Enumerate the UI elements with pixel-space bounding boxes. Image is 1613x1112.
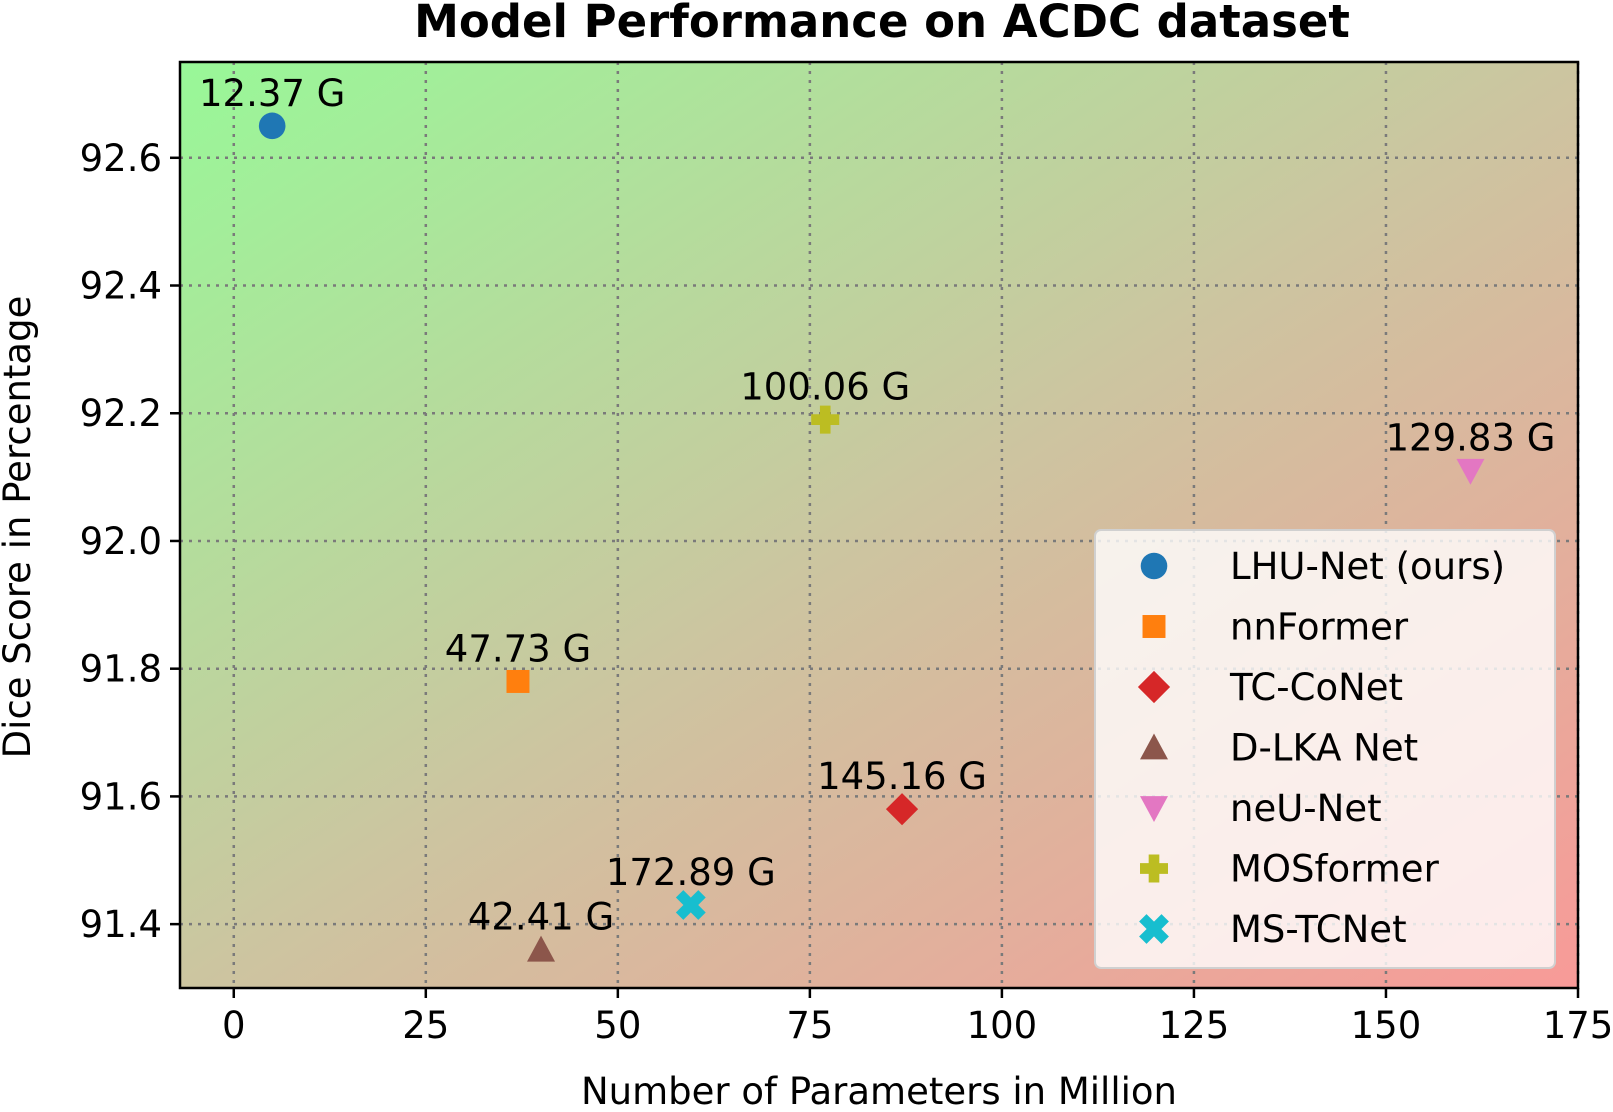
y-axis-label: Dice Score in Percentage xyxy=(0,296,39,759)
point-lhu-net-ours xyxy=(258,112,286,140)
legend-label-mosformer: MOSformer xyxy=(1230,848,1440,891)
legend-label-neu-net: neU-Net xyxy=(1230,787,1382,830)
point-label-d-lka-net: 42.41 G xyxy=(468,896,614,939)
point-tc-conet xyxy=(885,793,919,826)
legend-label-lhu-net-ours: LHU-Net (ours) xyxy=(1230,545,1505,588)
point-neu-net xyxy=(1456,458,1485,485)
x-tick-label: 0 xyxy=(222,1004,246,1047)
point-label-nnformer: 47.73 G xyxy=(445,627,591,670)
legend-label-ms-tcnet: MS-TCNet xyxy=(1230,908,1407,951)
point-mosformer xyxy=(811,405,840,434)
legend-box xyxy=(1094,529,1556,969)
x-tick-label: 100 xyxy=(967,1004,1038,1047)
chart-title: Model Performance on ACDC dataset xyxy=(414,0,1350,48)
legend: LHU-Net (ours) nnFormer TC-CoNet D-LKA Net n… xyxy=(1094,529,1556,969)
point-label-ms-tcnet: 172.89 G xyxy=(606,851,776,894)
x-tick-label: 25 xyxy=(402,1004,449,1047)
legend-marker-neu-net xyxy=(1140,796,1168,822)
y-tick-label: 91.4 xyxy=(80,903,162,946)
y-tick-label: 92.2 xyxy=(80,392,162,435)
legend-marker-d-lka-net xyxy=(1140,733,1168,760)
point-nnformer xyxy=(506,669,530,693)
point-label-tc-conet: 145.16 G xyxy=(817,755,987,798)
point-label-lhu-net-ours: 12.37 G xyxy=(199,72,345,115)
legend-label-nnformer: nnFormer xyxy=(1230,606,1409,649)
legend-label-tc-conet: TC-CoNet xyxy=(1229,666,1403,709)
x-tick-label: 75 xyxy=(786,1004,833,1047)
legend-marker-tc-conet xyxy=(1137,670,1171,704)
legend-marker-nnformer xyxy=(1142,615,1166,638)
y-tick-label: 92.6 xyxy=(80,137,162,180)
x-tick-label: 50 xyxy=(594,1004,641,1047)
point-label-mosformer: 100.06 G xyxy=(740,366,910,409)
axes-frame xyxy=(178,60,1580,990)
y-tick-label: 92.0 xyxy=(80,520,162,563)
point-d-lka-net xyxy=(527,935,556,962)
y-tick-label: 91.8 xyxy=(80,648,162,691)
x-tick-label: 150 xyxy=(1351,1004,1422,1047)
legend-marker-mosformer xyxy=(1140,854,1168,883)
x-tick-label: 175 xyxy=(1543,1004,1613,1047)
legend-marker-lhu-net-ours xyxy=(1140,552,1168,580)
legend-marker-ms-tcnet xyxy=(1139,914,1169,944)
point-label-neu-net: 129.83 G xyxy=(1386,417,1556,460)
point-ms-tcnet xyxy=(675,890,706,920)
y-tick-label: 91.6 xyxy=(80,775,162,818)
legend-label-d-lka-net: D-LKA Net xyxy=(1230,727,1418,770)
y-tick-label: 92.4 xyxy=(80,265,162,308)
x-tick-label: 125 xyxy=(1159,1004,1230,1047)
x-axis-label: Number of Parameters in Million xyxy=(581,1070,1177,1112)
